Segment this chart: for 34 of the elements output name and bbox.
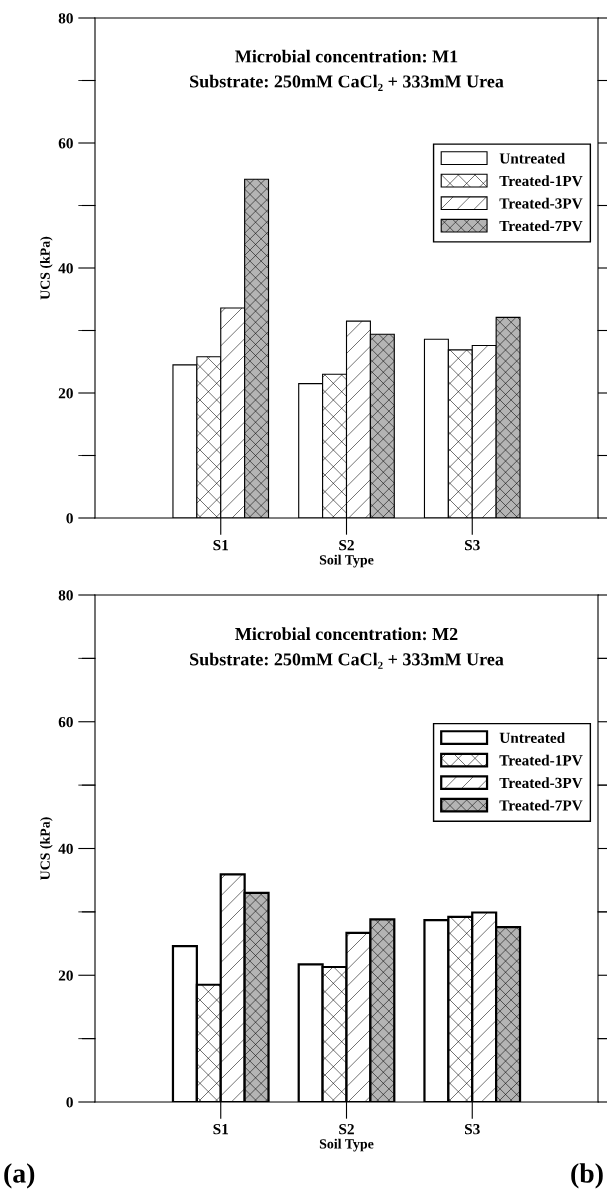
legend-label: Treated-3PV bbox=[499, 197, 583, 209]
y-tick-label: 0 bbox=[66, 1097, 73, 1108]
y-tick-label: 80 bbox=[58, 590, 73, 601]
y-tick-label: 20 bbox=[58, 388, 73, 399]
text: (b) bbox=[571, 1163, 603, 1189]
x-tick-label: S1 bbox=[213, 540, 229, 551]
legend-label: Treated-7PV bbox=[499, 220, 583, 232]
y-tick-label: 60 bbox=[58, 138, 73, 149]
y-tick-label: 80 bbox=[58, 13, 73, 24]
x-tick-label: S3 bbox=[465, 540, 480, 551]
legend-label: Treated-7PV bbox=[499, 799, 583, 811]
text: Microbial concentration: M2 bbox=[235, 627, 458, 641]
y-tick-label: 0 bbox=[66, 513, 73, 524]
x-axis-title: Soil Type bbox=[319, 554, 374, 568]
x-axis-title: Soil Type bbox=[319, 1138, 374, 1152]
x-tick-label: S1 bbox=[213, 1124, 229, 1135]
y-axis-title: UCS (kPa) bbox=[40, 817, 53, 880]
legend-label: Untreated bbox=[499, 732, 566, 744]
text: Substrate: 250mM CaCl₂ + 333mM Urea bbox=[190, 652, 504, 669]
legend-label: Untreated bbox=[499, 152, 566, 164]
y-tick-label: 60 bbox=[58, 716, 73, 728]
text: Microbial concentration: M1 bbox=[235, 49, 458, 63]
legend-label: Treated-1PV bbox=[499, 175, 583, 187]
y-tick-label: 40 bbox=[58, 843, 73, 854]
x-tick-label: S3 bbox=[465, 1124, 480, 1135]
legend-label: Treated-1PV bbox=[499, 754, 583, 766]
legend-label: Treated-3PV bbox=[499, 777, 583, 789]
y-tick-label: 20 bbox=[58, 970, 73, 981]
text: Substrate: 250mM CaCl₂ + 333mM Urea bbox=[190, 74, 504, 91]
x-tick-label: S2 bbox=[339, 540, 354, 551]
y-axis-title: UCS (kPa) bbox=[40, 236, 53, 300]
text: (a) bbox=[4, 1163, 35, 1189]
x-tick-label: S2 bbox=[339, 1124, 354, 1135]
y-tick-label: 40 bbox=[58, 263, 73, 274]
